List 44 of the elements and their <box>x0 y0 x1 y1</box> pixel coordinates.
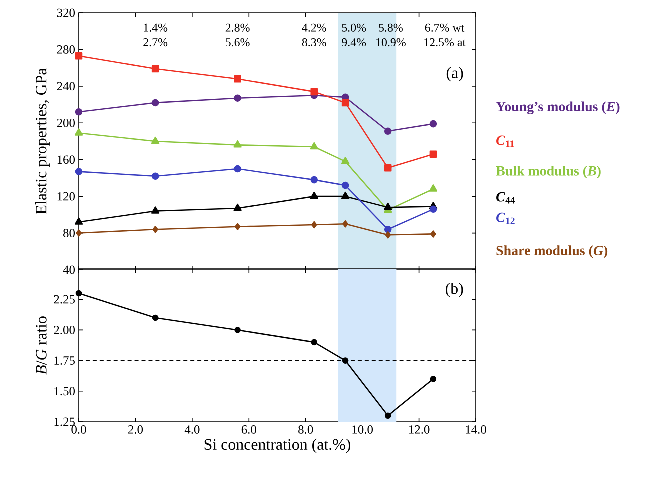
x-tick-label: 4.0 <box>184 426 200 434</box>
x-tick-label: 10.0 <box>352 426 373 434</box>
annotation: 2.7% <box>144 38 168 47</box>
y-tick-label: 1.25 <box>54 418 75 426</box>
annotation: 8.3% <box>302 38 326 47</box>
x-axis-title: Si concentration (at.%) <box>204 438 351 454</box>
annotation: 12.5% at <box>424 38 466 47</box>
annotation: 5.0% <box>342 24 366 32</box>
annotation: 9.4% <box>342 38 366 47</box>
y-tick-label: 2.00 <box>54 326 76 334</box>
x-tick-label: 2.0 <box>128 426 144 434</box>
annotation: 6.7% wt <box>425 24 465 32</box>
y-tick-label: 2.25 <box>54 295 75 304</box>
annotation: 1.4% <box>144 24 168 32</box>
y-tick-label: 240 <box>57 82 76 91</box>
y-tick-label: 200 <box>57 118 76 128</box>
annotation: (b) <box>446 282 464 298</box>
y-tick-label: 320 <box>57 8 76 18</box>
x-tick-label: 12.0 <box>409 426 430 434</box>
annotation: (a) <box>446 67 464 82</box>
text: C$_{12}$ <box>496 212 515 224</box>
y-tick-label: 40 <box>63 266 76 274</box>
y-tick-label: 80 <box>63 229 76 238</box>
annotation: 5.8% <box>379 24 403 32</box>
y-tick-label: 160 <box>58 156 76 164</box>
y-axis-title: B/G ratio <box>36 316 47 375</box>
y-axis-title: Elastic properties, GPa <box>36 68 50 214</box>
y-tick-label: 1.75 <box>54 356 75 365</box>
annotation: 2.8% <box>226 24 250 32</box>
annotation: 4.2% <box>302 24 326 32</box>
y-tick-label: 120 <box>58 192 76 201</box>
text: Share modulus (G) <box>496 246 608 258</box>
text: Bulk modulus (B) <box>496 166 601 179</box>
legend-label: C$_{44}$ <box>496 192 516 204</box>
annotation: 10.9% <box>376 38 406 47</box>
text: Young’s modulus (E) <box>496 102 620 114</box>
x-tick-label: 8.0 <box>298 426 314 434</box>
x-tick-label: 0.0 <box>72 426 86 434</box>
x-tick-label: 6.0 <box>242 426 256 434</box>
y-tick-label: 1.50 <box>54 387 76 396</box>
text: C$_{11}$ <box>496 136 514 148</box>
annotation: 5.6% <box>226 38 250 47</box>
y-tick-label: 280 <box>57 46 76 54</box>
x-tick-label: 14.0 <box>466 426 486 434</box>
